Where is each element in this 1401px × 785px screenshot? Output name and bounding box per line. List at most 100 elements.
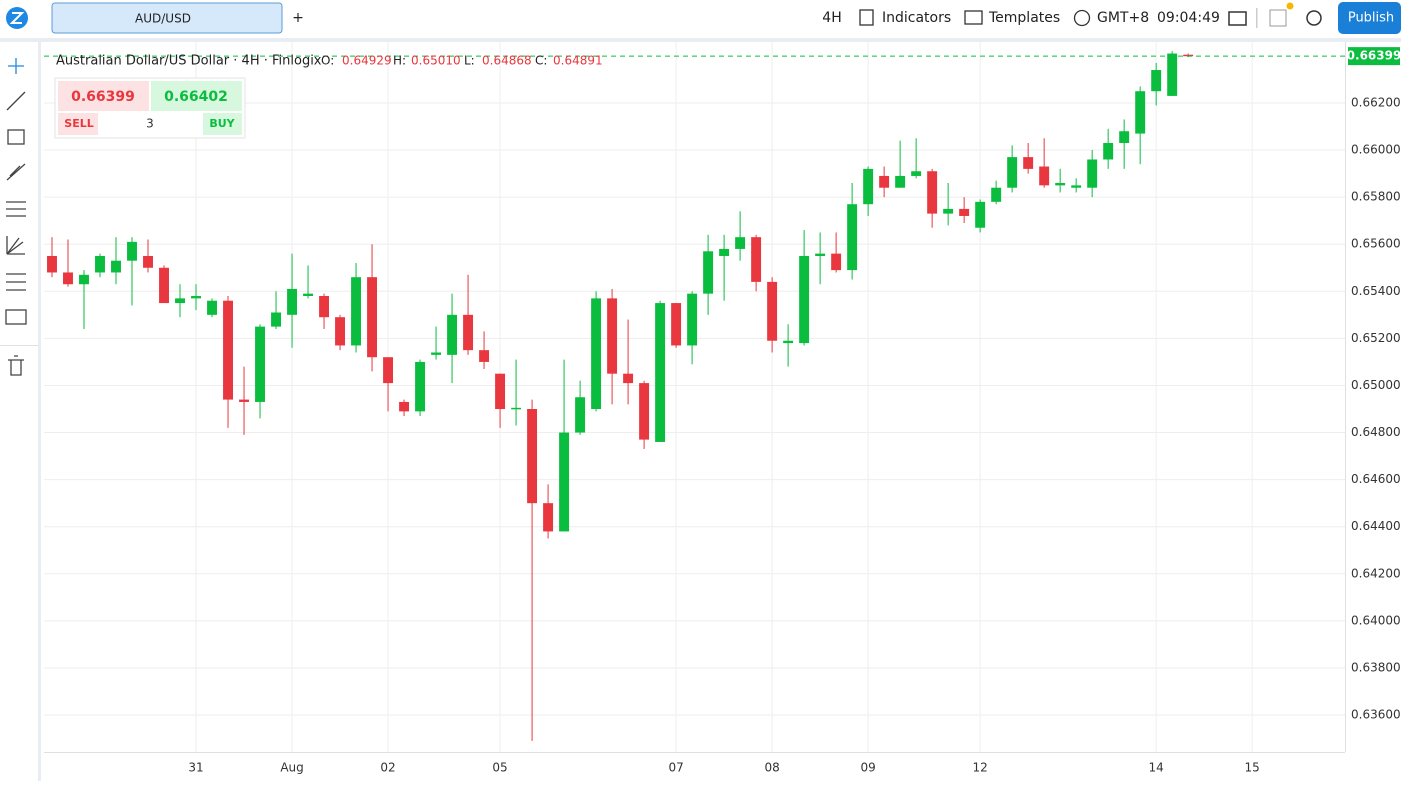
y-tick-label: 0.65600 (1351, 237, 1401, 251)
y-tick-label: 0.64400 (1351, 519, 1401, 533)
settings-icon[interactable] (1306, 10, 1322, 26)
candle-body (511, 407, 522, 410)
legend-h: 0.65010 (411, 54, 461, 68)
candle-body (623, 373, 634, 384)
fib-tool[interactable] (6, 201, 26, 217)
candle-body (1039, 166, 1050, 186)
legend-l-label: L: (464, 54, 475, 68)
sell-price: 0.66399 (71, 89, 135, 105)
buy-button[interactable] (203, 113, 242, 135)
tool-separator (0, 345, 38, 346)
candle-body (47, 255, 57, 273)
sell-button[interactable] (58, 113, 98, 135)
candle-body (207, 300, 217, 315)
buy-price: 0.66402 (164, 89, 228, 105)
side-divider (38, 42, 41, 781)
add-tab[interactable]: + (292, 10, 304, 26)
candle-body (1167, 53, 1178, 96)
candle-body (719, 248, 730, 256)
x-tick-label: Aug (280, 761, 303, 775)
legend-o: 0.64929 (342, 54, 392, 68)
sell-label: SELL (64, 117, 93, 130)
y-tick-label: 0.66200 (1351, 95, 1401, 109)
candle-body (479, 350, 490, 362)
timezone[interactable]: GMT+8 (1097, 10, 1149, 26)
candle-body (335, 317, 346, 346)
candle-body (175, 298, 185, 304)
x-tick-label: 09 (860, 761, 875, 775)
legend-c: 0.64891 (553, 54, 603, 68)
publish-label: Publish (1348, 11, 1394, 26)
candle-body (415, 361, 426, 412)
candle-body (271, 312, 281, 327)
trash-tool[interactable] (8, 355, 24, 376)
candle-body (239, 399, 249, 402)
toolbar-divider (0, 38, 1401, 42)
quantity[interactable]: 3 (146, 117, 154, 131)
pattern-tool[interactable] (6, 273, 26, 291)
candle-body (383, 357, 394, 384)
candle-body (879, 175, 890, 188)
candle-body (687, 293, 698, 346)
candle-body (79, 274, 89, 285)
candle-body (751, 237, 762, 282)
candle-body (127, 241, 137, 261)
candle-body (559, 432, 570, 532)
gann-tool[interactable] (6, 236, 25, 255)
tab-label: AUD/USD (135, 12, 191, 26)
candle-body (703, 251, 714, 294)
candle-body (863, 168, 874, 205)
y-tick-label: 0.65400 (1351, 284, 1401, 298)
buy-box[interactable] (151, 81, 242, 111)
y-tick-label: 0.64800 (1351, 425, 1401, 439)
candle-body (911, 171, 922, 176)
time-axis-border (44, 752, 1345, 753)
channel-tool[interactable] (6, 163, 26, 181)
publish-button[interactable] (1338, 2, 1401, 34)
indicators[interactable]: Indicators (882, 10, 951, 26)
candle-body (1007, 157, 1018, 188)
candle-body (959, 208, 970, 216)
candle-body (575, 397, 586, 433)
logo-mark (9, 12, 25, 24)
templates[interactable]: Templates (988, 10, 1060, 26)
globe-icon (1073, 9, 1091, 27)
candle-body (799, 255, 810, 344)
crosshair-tool[interactable] (8, 58, 24, 74)
candle-body (767, 281, 778, 341)
candle-body (351, 277, 362, 346)
candle-body (463, 314, 474, 351)
layout-icon[interactable] (1269, 9, 1287, 27)
y-tick-label: 0.64000 (1351, 613, 1401, 627)
candle-body (895, 175, 906, 188)
y-tick-label: 0.63600 (1351, 708, 1401, 722)
layers-icon[interactable] (1228, 11, 1247, 26)
candle-body (111, 260, 121, 273)
text-tool[interactable] (5, 309, 27, 325)
x-tick-label: 14 (1149, 761, 1164, 775)
symbol-tab[interactable] (51, 2, 283, 34)
plot: 0.63600 0.63800 0.64000 0.64200 0.64400 0.646… (44, 42, 1401, 775)
candle-body (63, 272, 73, 285)
sell-box[interactable] (58, 81, 149, 111)
interval[interactable]: 4H (822, 10, 841, 26)
candle-body (591, 298, 602, 410)
legend-o-label: O: (321, 54, 334, 68)
candle-body (191, 296, 201, 299)
candle-body (639, 383, 650, 440)
y-tick-label: 0.65000 (1351, 378, 1401, 392)
rect-tool[interactable] (7, 129, 25, 145)
candle-body (159, 267, 169, 304)
candle-body (815, 253, 826, 256)
candle-body (399, 401, 410, 412)
candle-body (431, 352, 442, 355)
candle-body (943, 208, 954, 214)
y-tick-label: 0.64600 (1351, 472, 1401, 486)
clock: 09:04:49 (1157, 10, 1220, 26)
drawing-tools (5, 58, 27, 376)
y-tick-label: 0.63800 (1351, 660, 1401, 674)
candle-body (1135, 91, 1146, 134)
line-tool[interactable] (6, 91, 26, 111)
